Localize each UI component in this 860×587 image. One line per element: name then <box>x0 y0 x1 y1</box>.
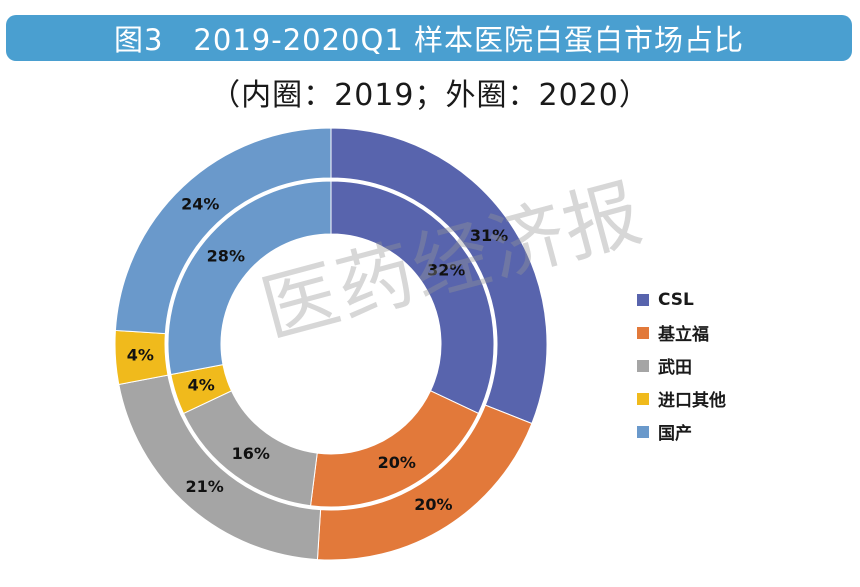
inner-ring-slice-domestic <box>167 180 332 376</box>
legend-label: 国产 <box>658 424 692 444</box>
legend-swatch <box>637 425 649 438</box>
chart-title-bar: 图3 2019-2020Q1 样本医院白蛋白市场占比 <box>6 15 852 61</box>
legend-item-takeda: 武田 <box>637 349 726 382</box>
outer-ring-label-domestic: 24% <box>181 194 219 213</box>
legend-item-domestic: 国产 <box>637 415 726 448</box>
legend-swatch <box>637 392 649 405</box>
chart-subtitle: （内圈：2019；外圈：2020） <box>210 78 650 113</box>
legend-swatch <box>637 326 649 339</box>
chart-title: 图3 2019-2020Q1 样本医院白蛋白市场占比 <box>113 23 745 57</box>
legend-label: CSL <box>658 289 694 310</box>
outer-ring-slice-domestic <box>114 127 332 335</box>
legend-item-import-other: 进口其他 <box>637 382 726 415</box>
inner-ring-label-import-other: 4% <box>188 376 215 395</box>
chart-legend: CSL 基立福武田进口其他国产 <box>637 283 726 448</box>
legend-swatch <box>637 359 649 372</box>
inner-ring-slice-csl <box>330 180 495 415</box>
inner-ring-label-grifols: 20% <box>378 453 416 472</box>
legend-swatch <box>637 293 649 306</box>
outer-ring-label-takeda: 21% <box>186 477 224 496</box>
inner-ring-label-takeda: 16% <box>232 444 270 463</box>
legend-label: 武田 <box>658 358 692 378</box>
legend-label: 基立福 <box>658 325 709 345</box>
legend-label: 进口其他 <box>658 391 726 411</box>
outer-ring-label-csl: 31% <box>470 226 508 245</box>
legend-item-csl: CSL <box>637 283 726 316</box>
inner-ring-label-domestic: 28% <box>207 246 245 265</box>
outer-ring-label-import-other: 4% <box>127 345 154 364</box>
inner-ring-label-csl: 32% <box>427 260 465 279</box>
outer-ring-label-grifols: 20% <box>414 495 452 514</box>
legend-item-grifols: 基立福 <box>637 316 726 349</box>
